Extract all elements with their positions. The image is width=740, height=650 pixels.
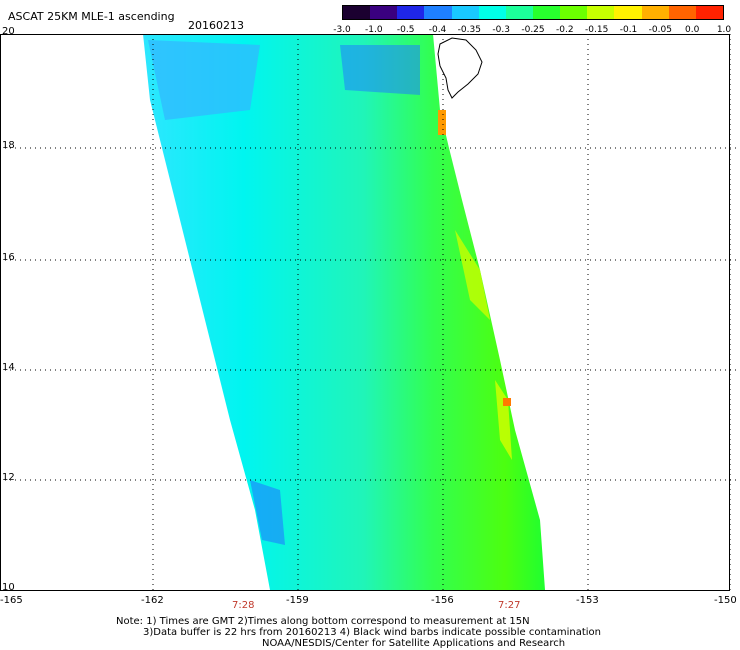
lat-label-20: 20 (2, 26, 15, 37)
color-scale-swatch (424, 6, 452, 19)
color-scale-label: -0.3 (492, 25, 510, 35)
note-line-2: 3)Data buffer is 22 hrs from 20160213 4)… (143, 627, 601, 638)
high-wind-cell (503, 398, 511, 406)
color-scale-label: -0.35 (457, 25, 481, 35)
product-title: ASCAT 25KM MLE-1 ascending (8, 10, 175, 23)
color-scale-swatch (505, 6, 533, 19)
color-scale-label: -1.0 (365, 25, 383, 35)
low-wind-patch (250, 480, 285, 545)
color-scale-swatch (343, 6, 371, 19)
lat-label-18: 18 (2, 140, 15, 151)
color-scale-label: 0.0 (684, 25, 700, 35)
color-scale-label: -0.5 (396, 25, 415, 35)
color-scale-swatch (641, 6, 669, 19)
note-line-3: NOAA/NESDIS/Center for Satellite Applica… (262, 638, 566, 649)
lat-label-12: 12 (2, 472, 15, 483)
color-scale-swatch (478, 6, 506, 19)
date-label: 20160213 (188, 19, 244, 32)
high-wind-cell (438, 110, 446, 135)
color-scale-swatch (695, 6, 723, 19)
color-scale-bar (342, 5, 724, 20)
lon-label-165: -165 (0, 595, 23, 606)
time-label-left: 7:28 (232, 600, 255, 611)
color-scale-label: -0.4 (428, 25, 447, 35)
lat-label-10: 10 (2, 582, 15, 593)
lat-label-14: 14 (2, 362, 15, 373)
color-scale-swatch (668, 6, 696, 19)
map-frame (0, 34, 730, 591)
color-scale-label: -0.05 (648, 25, 672, 35)
color-scale-swatch (397, 6, 425, 19)
note-line-1: Note: 1) Times are GMT 2)Times along bot… (116, 616, 530, 627)
color-scale-swatch (614, 6, 642, 19)
low-wind-patch (148, 40, 260, 120)
lon-label-156: -156 (431, 595, 454, 606)
color-scale-label: 1.0 (716, 25, 732, 35)
color-scale-swatch (532, 6, 561, 19)
color-scale-swatch (587, 6, 615, 19)
island-outline (437, 37, 483, 99)
lat-label-16: 16 (2, 252, 15, 263)
color-scale-label: -0.2 (556, 25, 574, 35)
lon-label-159: -159 (286, 595, 309, 606)
color-scale-swatch (560, 6, 588, 19)
scatterometer-swath (143, 34, 545, 590)
low-wind-patch (340, 45, 420, 95)
color-scale-label: -3.0 (333, 25, 351, 35)
time-label-right: 7:27 (498, 600, 521, 611)
lat-lon-grid (0, 34, 740, 590)
color-scale-swatch (370, 6, 398, 19)
lon-label-150: -150 (714, 595, 737, 606)
lon-label-153: -153 (576, 595, 599, 606)
color-scale-label: -0.1 (619, 25, 638, 35)
high-wind-patch (455, 230, 490, 320)
lon-label-162: -162 (141, 595, 164, 606)
color-scale-swatch (451, 6, 479, 19)
color-scale-label: -0.25 (521, 25, 545, 35)
color-scale-label: -0.15 (585, 25, 609, 35)
